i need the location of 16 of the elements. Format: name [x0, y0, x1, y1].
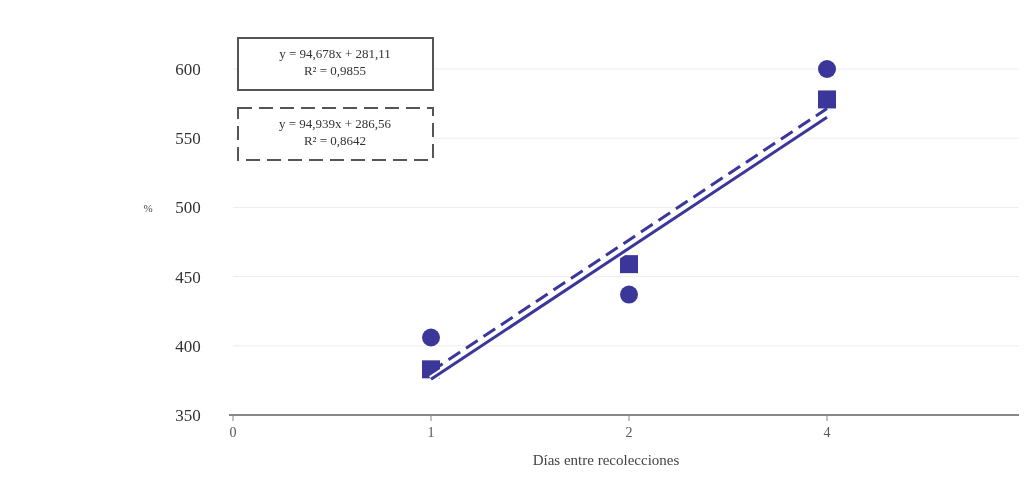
y-tick-label: 600 — [175, 60, 201, 79]
y-tick-label: 450 — [175, 267, 201, 287]
y-tick-label: 500 — [175, 198, 201, 218]
x-tick-label: 4 — [823, 425, 831, 440]
annotation: y = 94,939x + 286,56 — [278, 116, 392, 131]
annotation: R² = 0,8642 — [303, 133, 367, 148]
y-tick-label: 550 — [175, 129, 201, 149]
y-tick-label: 400 — [175, 336, 201, 356]
y-tick-label: 350 — [175, 406, 201, 425]
x-tick-label: 0 — [229, 425, 237, 440]
y-axis-title: % — [143, 202, 153, 215]
x-tick-label: 1 — [427, 425, 435, 440]
text: y = 94,678x + 281,11 — [279, 46, 391, 61]
annotation: R² = 0,9855 — [303, 63, 367, 78]
x-axis-title: Días entre recolecciones — [532, 452, 680, 468]
x-tick-label: 2 — [625, 425, 633, 440]
